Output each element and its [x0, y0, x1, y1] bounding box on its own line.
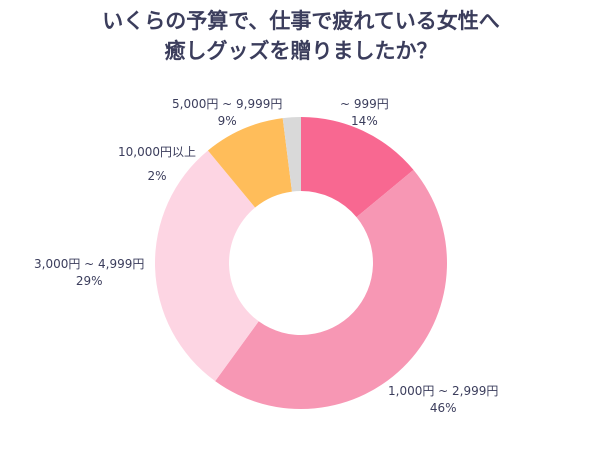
category-label: 10,000円以上 — [118, 145, 196, 159]
label-slice-0: ~ 999円 14% — [340, 96, 389, 130]
donut-slice-3 — [207, 118, 292, 208]
value-label: 9% — [217, 114, 237, 128]
chart-title: いくらの予算で、仕事で疲れている女性へ 癒しグッズを贈りましたか？ — [0, 6, 602, 66]
label-slice-3: 5,000円 ~ 9,999円 9% — [172, 96, 282, 130]
value-label: 46% — [429, 401, 457, 415]
category-label: 3,000円 ~ 4,999円 — [34, 257, 145, 271]
category-label: 5,000円 ~ 9,999円 — [172, 97, 283, 111]
donut-slice-4 — [282, 117, 301, 192]
donut-slice-1 — [215, 169, 447, 409]
donut-slice-0 — [301, 117, 414, 218]
value-label: 2% — [147, 169, 167, 183]
value-label: 29% — [75, 274, 103, 288]
label-slice-1: 1,000円 ~ 2,999円 46% — [388, 383, 498, 417]
category-label: 1,000円 ~ 2,999円 — [388, 384, 499, 398]
title-line-1: いくらの予算で、仕事で疲れている女性へ — [102, 9, 500, 33]
label-slice-4: 10,000円以上 2% — [118, 140, 196, 188]
label-slice-2: 3,000円 ~ 4,999円 29% — [34, 256, 144, 290]
category-label: ~ 999円 — [340, 97, 389, 111]
title-line-2: 癒しグッズを贈りましたか？ — [164, 39, 438, 63]
value-label: 14% — [351, 114, 378, 128]
donut-slice-2 — [154, 150, 259, 382]
